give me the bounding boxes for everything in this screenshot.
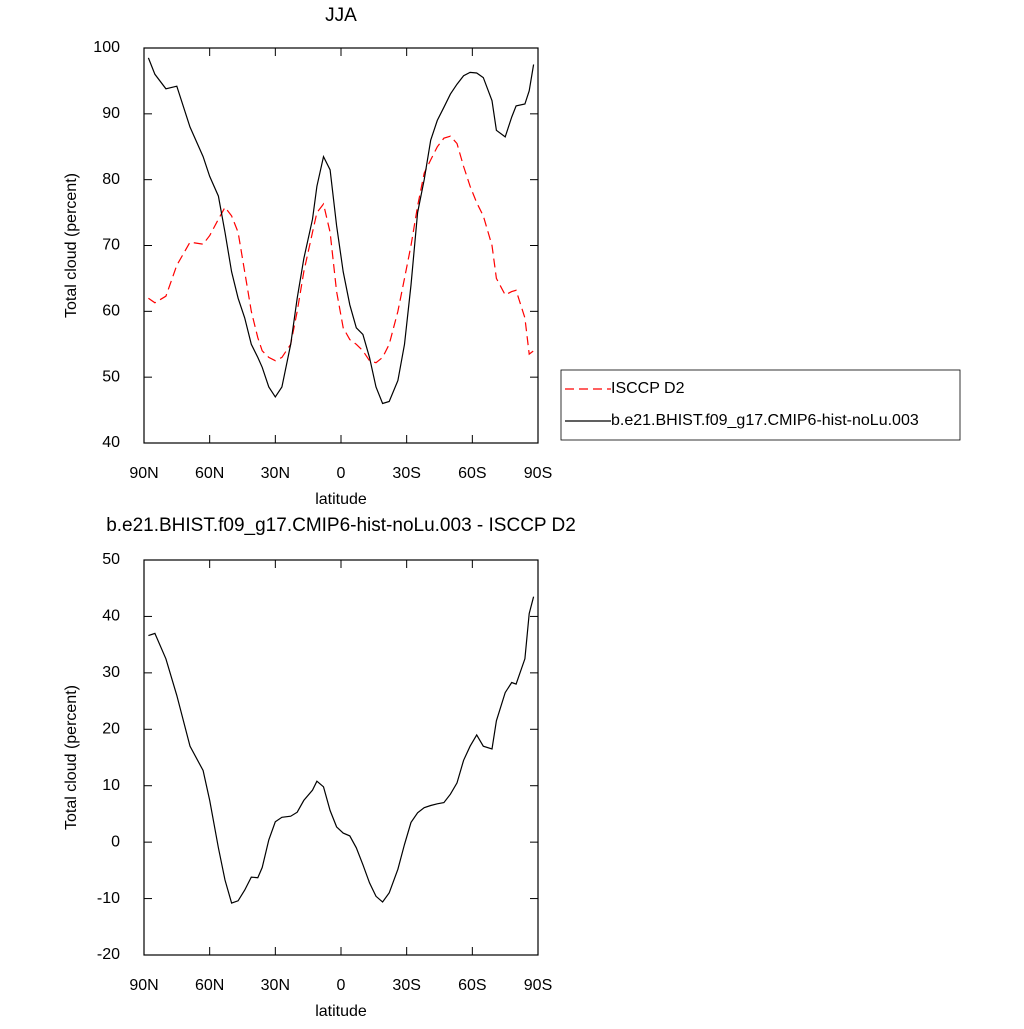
data-line: [148, 596, 535, 904]
y-tick-label: 10: [102, 777, 120, 794]
x-tick-label: 60S: [458, 465, 486, 482]
x-tick-label: 30N: [261, 465, 290, 482]
x-tick-label: 30S: [392, 977, 420, 994]
x-tick-label: 60N: [195, 465, 224, 482]
data-line: [148, 135, 534, 364]
y-tick-label: 0: [111, 833, 120, 850]
y-axis-label: Total cloud (percent): [63, 685, 80, 830]
x-tick-label: 90S: [524, 465, 552, 482]
x-axis-label: latitude: [315, 1003, 367, 1020]
y-tick-label: 70: [102, 237, 120, 254]
legend-label: b.e21.BHIST.f09_g17.CMIP6-hist-noLu.003: [611, 412, 919, 429]
legend-box: [560, 369, 961, 441]
x-tick-label: 30S: [392, 465, 420, 482]
y-tick-label: 50: [102, 551, 120, 568]
y-tick-label: 20: [102, 721, 120, 738]
x-axis-label: latitude: [315, 491, 367, 508]
x-tick-label: 90S: [524, 977, 552, 994]
y-tick-label: -10: [97, 890, 120, 907]
x-tick-label: 30N: [261, 977, 290, 994]
x-tick-label: 60N: [195, 977, 224, 994]
x-tick-label: 90N: [129, 977, 158, 994]
data-line: [147, 57, 535, 405]
y-tick-label: 40: [102, 608, 120, 625]
x-tick-label: 0: [337, 465, 346, 482]
y-tick-label: 60: [102, 303, 120, 320]
chart-title: JJA: [325, 5, 357, 26]
plot-frame: [143, 47, 539, 444]
y-tick-label: 90: [102, 105, 120, 122]
legend-label: ISCCP D2: [611, 380, 685, 397]
y-tick-label: 50: [102, 368, 120, 385]
chart-title: b.e21.BHIST.f09_g17.CMIP6-hist-noLu.003 …: [106, 515, 576, 536]
y-tick-label: 40: [102, 434, 120, 451]
x-tick-label: 0: [337, 977, 346, 994]
x-tick-label: 90N: [129, 465, 158, 482]
y-tick-label: 100: [93, 39, 120, 56]
y-tick-label: 80: [102, 171, 120, 188]
y-tick-label: 30: [102, 664, 120, 681]
y-tick-label: -20: [97, 946, 120, 963]
x-tick-label: 60S: [458, 977, 486, 994]
y-axis-label: Total cloud (percent): [63, 173, 80, 318]
plot-frame: [143, 559, 539, 956]
